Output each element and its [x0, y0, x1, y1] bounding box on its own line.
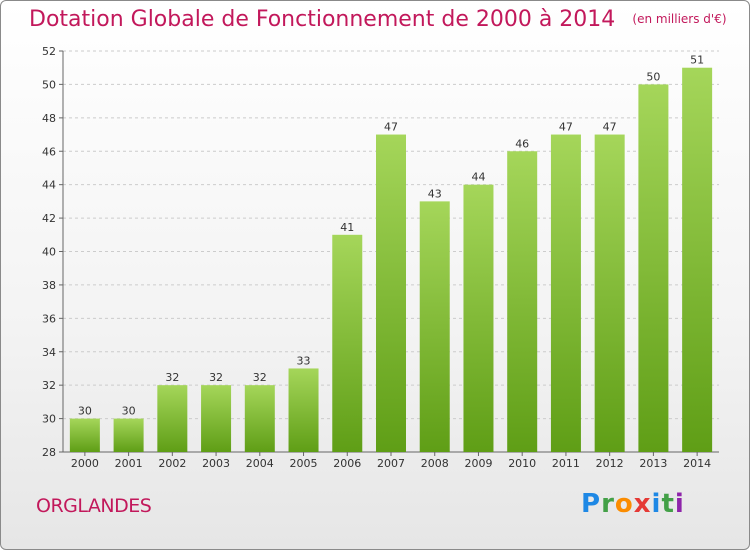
- bar-value-label: 41: [340, 221, 354, 234]
- x-tick-label: 2013: [639, 457, 667, 470]
- bar: [376, 134, 406, 452]
- x-tick-label: 2012: [596, 457, 624, 470]
- y-tick-label: 44: [42, 179, 56, 192]
- logo-letter: x: [633, 489, 652, 519]
- bar: [69, 418, 100, 452]
- bar: [288, 368, 319, 452]
- bar-value-label: 32: [253, 371, 267, 384]
- y-tick-label: 32: [42, 379, 56, 392]
- chart-unit: (en milliers d'€): [632, 12, 727, 26]
- y-tick-label: 40: [42, 246, 56, 259]
- x-tick-label: 2003: [202, 457, 230, 470]
- commune-name: ORGLANDES: [36, 495, 152, 517]
- y-tick-label: 38: [42, 279, 56, 292]
- bar-value-label: 32: [209, 371, 223, 384]
- bar: [463, 184, 494, 452]
- bar-value-label: 47: [603, 121, 617, 134]
- logo-letter: i: [651, 489, 662, 519]
- x-tick-label: 2007: [377, 457, 405, 470]
- y-tick-label: 52: [42, 45, 56, 58]
- logo-letter: i: [674, 489, 685, 519]
- bar-value-label: 30: [122, 405, 136, 418]
- x-tick-label: 2011: [552, 457, 580, 470]
- chart-title-block: Dotation Globale de Fonctionnement de 20…: [29, 7, 727, 32]
- logo-letter: r: [601, 489, 615, 519]
- x-tick-label: 2001: [115, 457, 143, 470]
- bar-value-label: 47: [559, 121, 573, 134]
- bar-value-label: 46: [515, 137, 529, 150]
- bar: [244, 385, 275, 452]
- bar-value-label: 33: [297, 354, 311, 367]
- bar: [507, 151, 538, 452]
- bar-value-label: 47: [384, 121, 398, 134]
- logo-letter: o: [614, 489, 634, 519]
- proxiti-logo: Proxiti: [581, 489, 685, 519]
- y-tick-label: 46: [42, 145, 56, 158]
- bar: [682, 67, 713, 452]
- bar: [550, 134, 581, 452]
- bar-value-label: 30: [78, 405, 92, 418]
- y-tick-label: 34: [42, 346, 56, 359]
- y-tick-label: 48: [42, 112, 56, 125]
- x-tick-label: 2005: [290, 457, 318, 470]
- bar-value-label: 43: [428, 187, 442, 200]
- bar: [638, 84, 669, 453]
- bar: [157, 385, 188, 452]
- bar-value-label: 51: [690, 54, 704, 67]
- y-tick-label: 30: [42, 413, 56, 426]
- bar: [419, 201, 450, 452]
- bar-value-label: 44: [471, 171, 485, 184]
- x-tick-label: 2002: [158, 457, 186, 470]
- bar-value-label: 32: [165, 371, 179, 384]
- bar-value-label: 50: [646, 70, 660, 83]
- y-tick-label: 28: [42, 446, 56, 459]
- x-tick-label: 2008: [421, 457, 449, 470]
- x-tick-label: 2009: [464, 457, 492, 470]
- x-tick-label: 2014: [683, 457, 711, 470]
- x-tick-label: 2010: [508, 457, 536, 470]
- bar: [594, 134, 625, 452]
- bar: [201, 385, 232, 452]
- x-tick-label: 2004: [246, 457, 274, 470]
- y-tick-label: 36: [42, 312, 56, 325]
- logo-letter: P: [581, 489, 602, 519]
- chart-title: Dotation Globale de Fonctionnement de 20…: [29, 7, 616, 32]
- x-tick-label: 2000: [71, 457, 99, 470]
- logo-letter: t: [661, 489, 675, 519]
- bar: [332, 234, 363, 452]
- x-tick-label: 2006: [333, 457, 361, 470]
- bar: [113, 418, 144, 452]
- y-tick-label: 42: [42, 212, 56, 225]
- y-tick-label: 50: [42, 78, 56, 91]
